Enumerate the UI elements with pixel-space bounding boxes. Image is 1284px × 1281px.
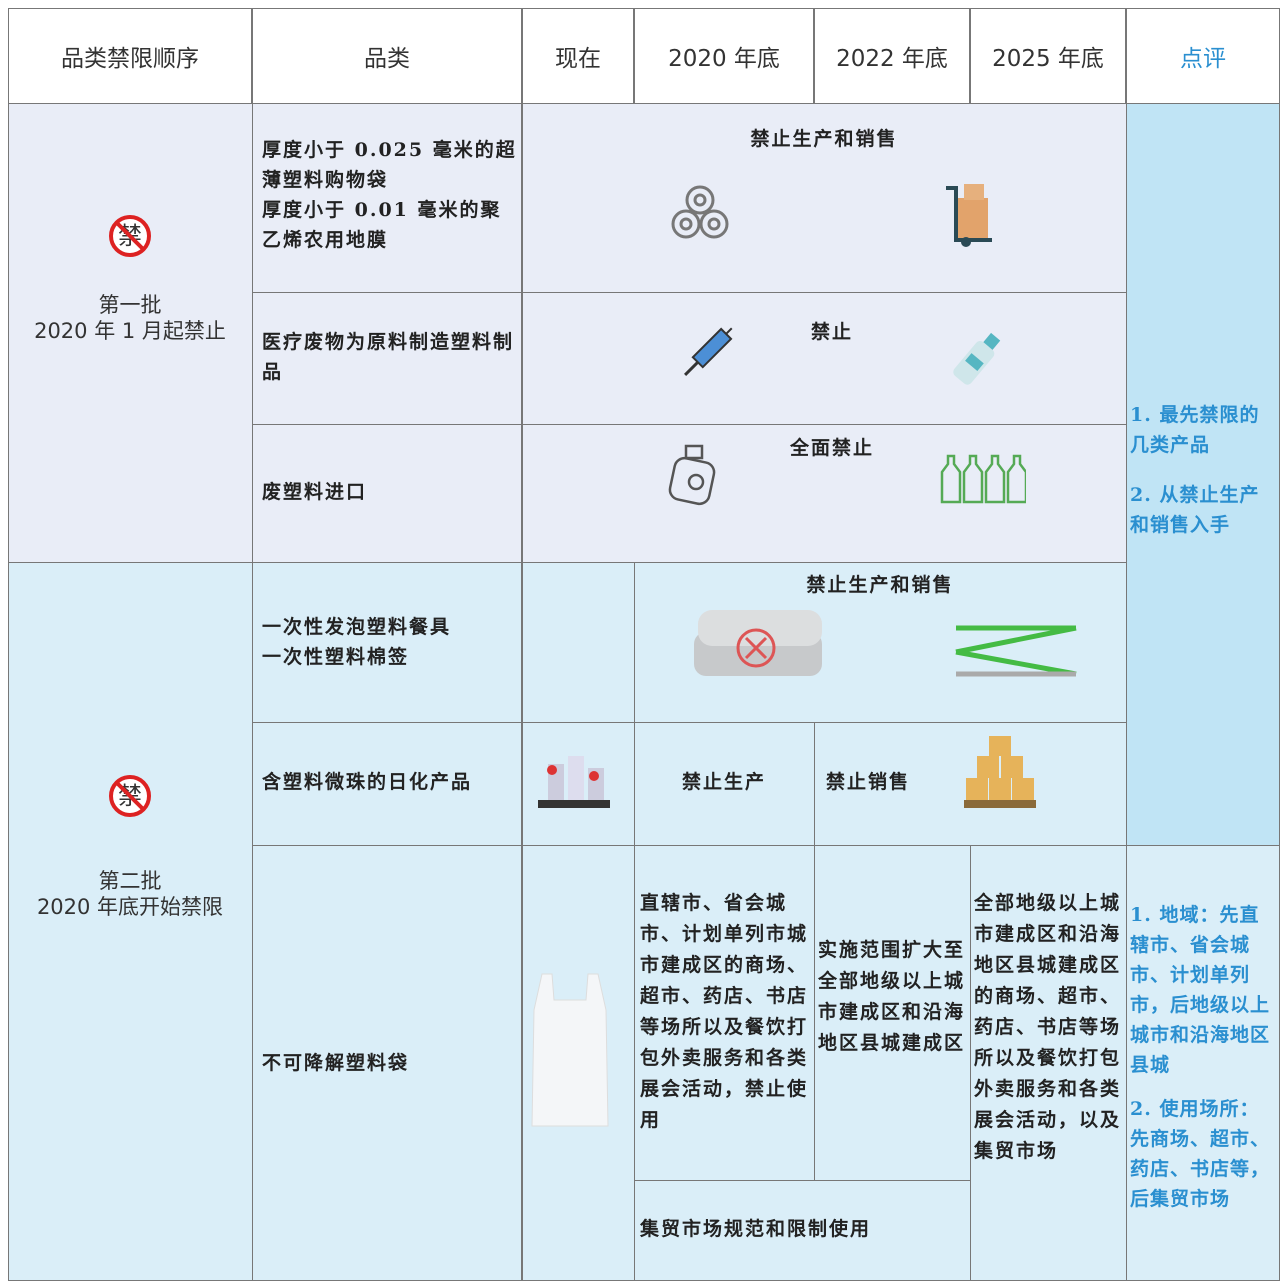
- bottle-icon: [953, 332, 1001, 385]
- category: 废塑料进口: [262, 477, 520, 507]
- item: 不可降解塑料袋: [262, 1052, 410, 1074]
- comment-item: 2. 从禁止生产和销售入手: [1130, 484, 1260, 536]
- rolls-icon: [671, 185, 729, 239]
- comment-item: 1. 最先禁限的几类产品: [1130, 404, 1260, 456]
- category: 一次性发泡塑料餐具 一次性塑料棉签: [262, 612, 520, 672]
- category: 含塑料微珠的日化产品: [262, 767, 520, 797]
- rule: 禁止: [810, 321, 853, 343]
- category: 厚度小于 0.025 毫米的超薄塑料购物袋 厚度小于 0.01 毫米的聚乙烯农用地…: [262, 135, 520, 255]
- rule: 集贸市场规范和限制使用: [640, 1218, 872, 1240]
- cosmetics-icon: [538, 756, 610, 808]
- item: 含塑料微珠的日化产品: [262, 771, 473, 793]
- header-cell: 品类: [252, 8, 522, 104]
- comment: 1. 地域：先直辖市、省会城市、计划单列市，后地级以上城市和沿海地区县城 2. 使…: [1130, 900, 1278, 1214]
- batch-label: 第二批 2020 年底开始禁限: [8, 868, 252, 920]
- comment-cell: [1126, 845, 1280, 1281]
- item: 一次性发泡塑料餐具: [262, 616, 452, 638]
- rule: 全面禁止: [789, 437, 874, 459]
- rule: 禁止生产和销售: [806, 574, 954, 596]
- rule: 禁止生产和销售: [750, 128, 898, 150]
- bottles-icon: [940, 454, 1026, 504]
- header-cell: 现在: [522, 8, 634, 104]
- item: 医疗废物为原料制造塑料制品: [262, 331, 515, 383]
- category: 不可降解塑料袋: [262, 1048, 520, 1078]
- cell: [522, 292, 1127, 425]
- comment-item: 1. 地域：先直辖市、省会城市、计划单列市，后地级以上城市和沿海地区县城: [1130, 904, 1271, 1076]
- item: 一次性塑料棉签: [262, 646, 410, 668]
- batch-bg: [8, 103, 1127, 563]
- line: 2020 年 1 月起禁止: [34, 319, 226, 343]
- foam-box-icon: [694, 610, 822, 676]
- comment-item: 2. 使用场所：先商场、超市、药店、书店等，后集贸市场: [1130, 1098, 1271, 1210]
- swab-icon: [955, 625, 1077, 677]
- boxes-icon: [964, 736, 1036, 808]
- item: 废塑料进口: [262, 481, 368, 503]
- rule: 实施范围扩大至全部地级以上城市建成区和沿海地区县城建成区: [818, 939, 966, 1054]
- batch-bg: [8, 562, 1127, 1281]
- line: 第二批: [98, 869, 162, 893]
- rule: 全部地级以上城市建成区和沿海地区县城建成区的商场、超市、药店、书店等场所以及餐饮…: [974, 892, 1122, 1162]
- rule: 禁止销售: [826, 771, 911, 793]
- batch-label: 第一批 2020 年 1 月起禁止: [8, 292, 252, 344]
- rule: 直辖市、省会城市、计划单列市城市建成区的商场、超市、药店、书店等场所以及餐饮打包…: [640, 892, 809, 1131]
- cell: [522, 562, 635, 723]
- syringe-icon: [684, 327, 733, 376]
- bag-icon: [531, 973, 609, 1127]
- line: 2020 年底开始禁限: [36, 895, 224, 919]
- comment: 1. 最先禁限的几类产品 2. 从禁止生产和销售入手: [1130, 400, 1278, 540]
- ban-icon: 禁: [109, 215, 151, 257]
- line: 第一批: [98, 293, 162, 317]
- header-cell: 品类禁限顺序: [8, 8, 252, 104]
- header-cell: 2025 年底: [970, 8, 1126, 104]
- cart-icon: [946, 184, 992, 247]
- ban-icon: 禁: [109, 775, 151, 817]
- header-cell: 2022 年底: [814, 8, 970, 104]
- item: 厚度小于 0.01 毫米的聚乙烯农用地膜: [262, 199, 502, 251]
- header-cell: 2020 年底: [634, 8, 814, 104]
- item: 厚度小于 0.025 毫米的超薄塑料购物袋: [262, 139, 517, 191]
- jug-icon: [668, 444, 716, 506]
- rule: 禁止生产: [681, 771, 766, 793]
- header-cell: 点评: [1126, 8, 1280, 104]
- category: 医疗废物为原料制造塑料制品: [262, 327, 520, 387]
